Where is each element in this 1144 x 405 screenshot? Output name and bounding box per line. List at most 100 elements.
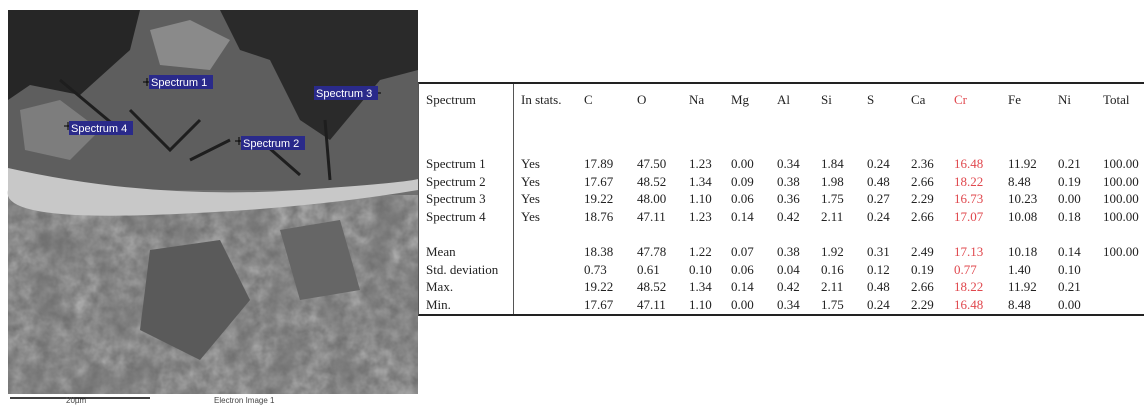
stat-cell: 0.21 [1058, 279, 1081, 294]
stat-cell: 1.10 [689, 296, 712, 312]
table-cell: 0.34 [777, 156, 800, 171]
stat-cell: 2.29 [911, 296, 934, 312]
table-cell: 0.24 [867, 208, 890, 224]
stat-cell: 0.06 [731, 261, 754, 277]
column-header: S [867, 92, 875, 107]
stat-cell: 19.22 [584, 279, 614, 294]
table-cell: 0.00 [731, 156, 754, 171]
stat-cell: 1.34 [689, 279, 712, 294]
stat-cell: 0.38 [777, 244, 800, 259]
table-cell: 2.11 [821, 208, 844, 224]
stat-cell: 18.22 [954, 279, 984, 294]
column-header: C [584, 92, 593, 107]
table-cell: 11.92 [1008, 156, 1037, 171]
table-cell: 100.00 [1103, 191, 1139, 206]
table-cell: 0.19 [1058, 173, 1081, 189]
label-box [69, 121, 133, 135]
stat-cell: 0.14 [731, 279, 754, 294]
column-header: Total [1103, 92, 1130, 107]
stat-cell: 0.48 [867, 279, 890, 294]
table-cell: 16.48 [954, 156, 984, 171]
table-cell: 16.73 [954, 191, 984, 206]
grain [20, 100, 100, 160]
table-cell: 19.22 [584, 191, 614, 206]
label-box [149, 75, 213, 89]
stat-cell: 0.12 [867, 261, 890, 277]
stat-cell: 0.10 [689, 261, 712, 277]
table-cell: 2.36 [911, 156, 934, 171]
column-header: Spectrum [426, 92, 476, 107]
stat-cell: 0.16 [821, 261, 844, 277]
stat-cell: 1.92 [821, 244, 844, 259]
stat-cell: 1.22 [689, 244, 712, 259]
interface-band [7, 168, 418, 216]
table-cell: 17.67 [584, 173, 614, 189]
table-cell: 1.23 [689, 156, 712, 171]
table-cell: 1.23 [689, 208, 712, 224]
image-caption: Electron Image 1 [214, 396, 275, 405]
stat-cell: 0.61 [637, 261, 660, 277]
stat-cell: 0.34 [777, 296, 800, 312]
table-cell: Yes [521, 156, 540, 171]
table-cell: 0.00 [1058, 191, 1081, 206]
label-box [314, 86, 378, 100]
table-cell: 18.76 [584, 208, 614, 224]
stat-cell: 0.42 [777, 279, 800, 294]
table-cell: 10.23 [1008, 191, 1038, 206]
spectrum-label: Spectrum 2 [243, 138, 299, 150]
table-cell: 1.10 [689, 191, 712, 206]
stat-cell: 0.77 [954, 261, 977, 277]
stat-cell: 100.00 [1103, 244, 1139, 259]
column-header: Al [777, 92, 790, 107]
table-cell: 100.00 [1103, 208, 1139, 224]
table-cell: 0.24 [867, 156, 890, 171]
column-header: Na [689, 92, 705, 107]
dark-area [220, 10, 418, 140]
grain [280, 220, 360, 300]
table-cell: Spectrum 3 [426, 191, 486, 206]
stat-cell: 1.75 [821, 296, 844, 312]
table-cell: 0.42 [777, 208, 800, 224]
stat-cell: 0.00 [731, 296, 754, 312]
column-separator [513, 84, 514, 314]
grain [150, 20, 230, 70]
dark-area [8, 10, 140, 100]
stat-cell: 17.67 [584, 296, 614, 312]
table-cell: 0.09 [731, 173, 754, 189]
table-cell: 2.66 [911, 208, 934, 224]
spectrum-label: Spectrum 4 [71, 123, 127, 135]
stat-cell: 0.10 [1058, 261, 1081, 277]
stat-cell: 47.78 [637, 244, 667, 259]
crack [59, 78, 332, 181]
stat-label: Mean [426, 244, 456, 259]
stat-cell: 0.14 [1058, 244, 1081, 259]
spectrum-labels: Spectrum 1 Spectrum 2 Spectrum 3 Spectrum 4 [69, 75, 378, 150]
column-header: In stats. [521, 92, 562, 107]
table-cell: 0.18 [1058, 208, 1081, 224]
column-header: Ca [911, 92, 926, 107]
stat-cell: 0.00 [1058, 296, 1081, 312]
column-header: Mg [731, 92, 750, 107]
table-cell: 0.36 [777, 191, 800, 206]
table-cell: 0.21 [1058, 156, 1081, 171]
results-table: Spectrum In stats. C O Na Mg Al Si S Ca Cr Fe Ni Tota… [418, 82, 1144, 316]
stat-cell: 2.11 [821, 279, 844, 294]
table-cell: Yes [521, 208, 540, 224]
table-cell: 0.27 [867, 191, 890, 206]
stat-cell: 10.18 [1008, 244, 1038, 259]
table-cell: 48.00 [637, 191, 667, 206]
stat-cell: 0.31 [867, 244, 890, 259]
table-cell: 48.52 [637, 173, 667, 189]
table-cell: Spectrum 1 [426, 156, 486, 171]
scale-label: 20µm [66, 396, 87, 405]
table-cell: 18.22 [954, 173, 984, 189]
stat-cell: 47.11 [637, 296, 666, 312]
table-cell: 0.06 [731, 191, 754, 206]
stat-label: Max. [426, 279, 454, 294]
table-cell: 8.48 [1008, 173, 1031, 189]
stat-cell: 8.48 [1008, 296, 1031, 312]
stat-cell: 11.92 [1008, 279, 1037, 294]
stat-cell: 0.07 [731, 244, 754, 259]
table-cell: Yes [521, 173, 540, 189]
